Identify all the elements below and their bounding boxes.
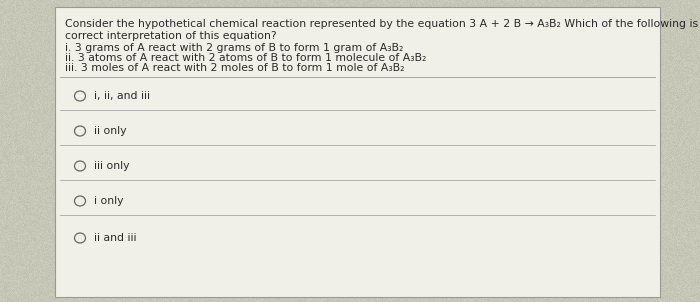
- Text: i only: i only: [94, 196, 123, 206]
- Text: iii only: iii only: [94, 161, 130, 171]
- Text: Consider the hypothetical chemical reaction represented by the equation 3 A + 2 : Consider the hypothetical chemical react…: [65, 19, 700, 29]
- Text: ii only: ii only: [94, 126, 127, 136]
- Text: i. 3 grams of A react with 2 grams of B to form 1 gram of A₃B₂: i. 3 grams of A react with 2 grams of B …: [65, 43, 403, 53]
- Text: iii. 3 moles of A react with 2 moles of B to form 1 mole of A₃B₂: iii. 3 moles of A react with 2 moles of …: [65, 63, 405, 73]
- Text: ii and iii: ii and iii: [94, 233, 136, 243]
- Text: correct interpretation of this equation?: correct interpretation of this equation?: [65, 31, 276, 41]
- Bar: [55, 7, 660, 297]
- Text: ii. 3 atoms of A react with 2 atoms of B to form 1 molecule of A₃B₂: ii. 3 atoms of A react with 2 atoms of B…: [65, 53, 426, 63]
- Text: i, ii, and iii: i, ii, and iii: [94, 91, 150, 101]
